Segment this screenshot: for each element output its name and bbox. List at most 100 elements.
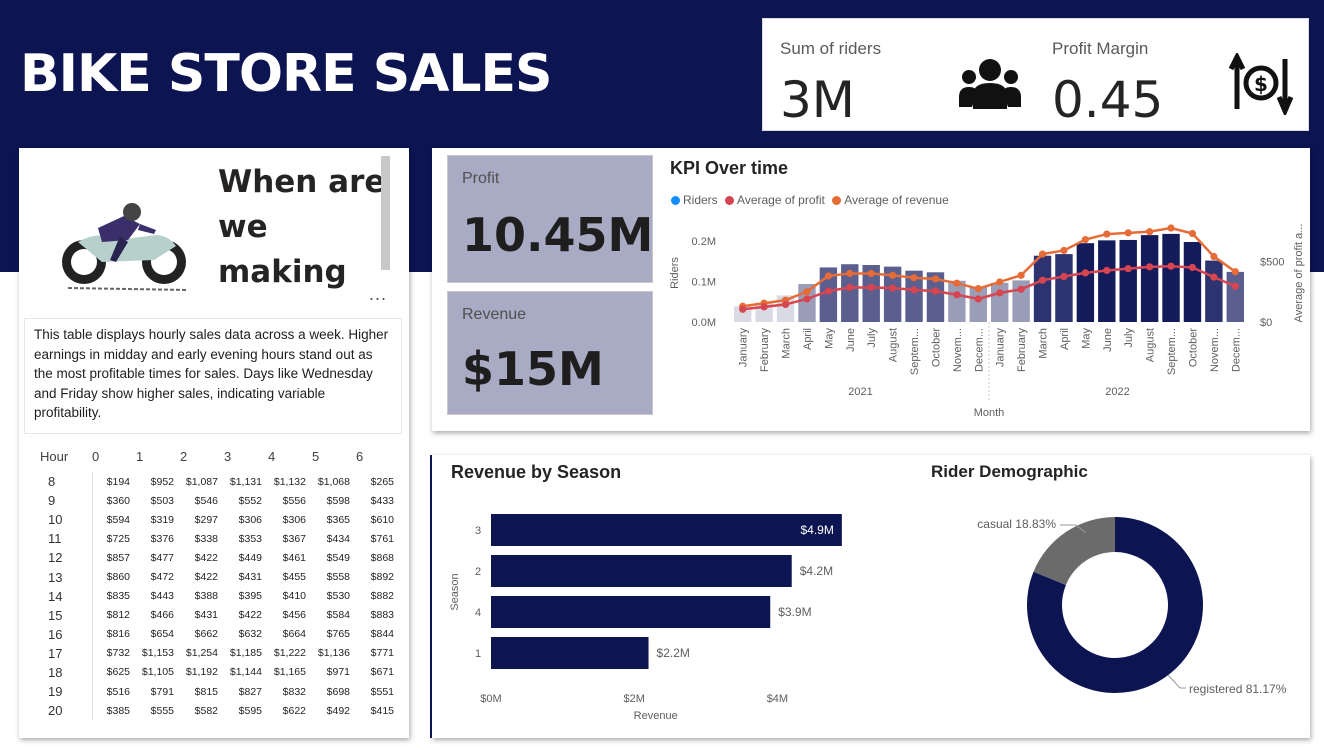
x-tick-label: April (1059, 328, 1071, 350)
x-tick-label: January (738, 328, 750, 368)
column-header[interactable]: 0 (92, 448, 100, 464)
sales-cell: $761 (370, 532, 394, 545)
series-point (1017, 285, 1025, 293)
series-point (803, 295, 811, 303)
series-point (953, 291, 961, 299)
season-tick-label: 1 (475, 648, 481, 660)
x-tick-label: Septem... (909, 328, 921, 375)
riders-kpi-value: 3M (780, 71, 855, 129)
sales-cell: $1,192 (185, 666, 218, 679)
column-header[interactable]: 3 (224, 448, 232, 464)
series-point (889, 271, 897, 279)
intro-heading-line-1: When are (218, 164, 386, 200)
sales-cell: $422 (194, 571, 218, 584)
sales-cell: $844 (370, 628, 394, 641)
sales-cell: $422 (238, 609, 262, 622)
hour-cell: 10 (40, 510, 93, 530)
kpi-over-time-chart[interactable]: Riders Average of profit a... 0.0M 0.1M 0.2M… (660, 215, 1308, 425)
sales-cell: $433 (370, 494, 394, 507)
x-tick-label: Novem... (952, 328, 964, 372)
x-tick-label: Septem... (1166, 328, 1178, 375)
profit-tile[interactable]: Profit 10.45M (447, 155, 653, 283)
sales-cell: $449 (238, 551, 262, 564)
legend-item-profit[interactable]: Average of profit (721, 193, 825, 207)
sales-cell: $410 (282, 590, 306, 603)
table-row: 19 $516 $791 $815 $827 $832 $698 $551 (40, 682, 400, 702)
hour-cell: 14 (40, 586, 93, 606)
riders-bar (1098, 240, 1116, 322)
data-label: $4.2M (800, 564, 833, 578)
series-point (1188, 229, 1197, 238)
column-header[interactable]: 1 (136, 448, 144, 464)
riders-bar (1119, 239, 1137, 322)
riders-bar (862, 265, 880, 322)
sales-cell: $443 (150, 590, 174, 603)
sales-cell: $265 (370, 475, 394, 488)
sales-cell: $1,068 (317, 475, 350, 488)
series-point (1124, 229, 1132, 237)
series-point (1060, 272, 1068, 281)
series-point (889, 284, 897, 292)
sales-cell: $868 (370, 551, 394, 564)
hour-cell: 20 (40, 701, 93, 721)
x-tick-label: October (1187, 328, 1199, 367)
legend-item-riders[interactable]: Riders (671, 193, 718, 207)
series-point (1038, 276, 1047, 284)
x-tick-label: May (1080, 328, 1092, 349)
sales-cell: $551 (370, 685, 394, 698)
text-scrollbar[interactable] (381, 156, 390, 270)
sales-cell: $530 (326, 590, 350, 603)
sales-cell: $582 (194, 704, 218, 717)
margin-kpi-value: 0.45 (1052, 71, 1164, 129)
sales-cell: $1,105 (141, 666, 174, 679)
riders-bar (883, 266, 902, 322)
sales-cell: $952 (150, 475, 174, 488)
more-options-icon[interactable]: ... (369, 284, 388, 304)
sales-cell: $552 (238, 494, 262, 507)
x-tick-label: June (845, 328, 857, 352)
table-row: 11 $725 $376 $338 $353 $367 $434 $761 (40, 529, 400, 549)
series-point (1060, 246, 1068, 255)
series-point (1231, 268, 1239, 276)
sales-cell: $306 (238, 513, 262, 526)
x-tick-label: February (1016, 328, 1028, 373)
revenue-by-season-chart[interactable]: Season 3 $4.9M 2 $4.2M 4 $3.9M 1 $2.2M $0M $2M $4M R… (440, 495, 880, 730)
sales-cell: $1,132 (273, 475, 306, 488)
x-tick-label: June (1102, 328, 1114, 352)
sales-cell: $477 (150, 551, 174, 564)
column-header[interactable]: 2 (180, 448, 188, 464)
riders-bar (926, 272, 945, 322)
hour-cell: 8 (40, 472, 93, 492)
sales-cell: $422 (194, 551, 218, 564)
kpi-card[interactable]: Sum of riders 3M Profit Margin 0.45 $ (762, 18, 1309, 131)
table-row: 10 $594 $319 $297 $306 $306 $365 $610 (40, 510, 400, 530)
column-header[interactable]: 4 (268, 448, 276, 464)
rider-demographic-chart[interactable]: casual 18.83% registered 81.17% (940, 495, 1300, 730)
riders-bar (1183, 241, 1202, 322)
column-header[interactable]: 5 (312, 448, 320, 464)
hour-cell: 9 (40, 491, 93, 511)
hourly-sales-table: Hour 0 1 2 3 4 5 6 8 $194 $952 $1,087 $1,131 $1,132 $… (40, 448, 400, 721)
sales-cell: $194 (106, 475, 130, 488)
sales-cell: $472 (150, 571, 174, 584)
column-header[interactable]: 6 (356, 448, 364, 464)
series-point (1231, 282, 1239, 290)
sales-cell: $503 (150, 494, 174, 507)
series-point (910, 274, 918, 282)
riders-bar (1226, 271, 1244, 322)
series-point (1081, 235, 1089, 244)
sales-cell: $584 (326, 609, 350, 622)
series-point (846, 269, 854, 278)
series-point (1038, 250, 1047, 258)
profit-value: 10.45M (462, 208, 654, 262)
legend-item-revenue[interactable]: Average of revenue (828, 193, 949, 207)
sales-cell: $431 (194, 609, 218, 622)
sales-cell: $632 (238, 628, 262, 641)
page-title: BIKE STORE SALES (20, 44, 552, 104)
x-tick-label: January (995, 328, 1007, 368)
revenue-tile[interactable]: Revenue $15M (447, 291, 653, 415)
season-bar (491, 596, 771, 628)
y-tick-label: 0.2M (692, 236, 716, 248)
column-header[interactable]: Hour (40, 448, 69, 464)
hour-cell: 12 (40, 548, 93, 568)
